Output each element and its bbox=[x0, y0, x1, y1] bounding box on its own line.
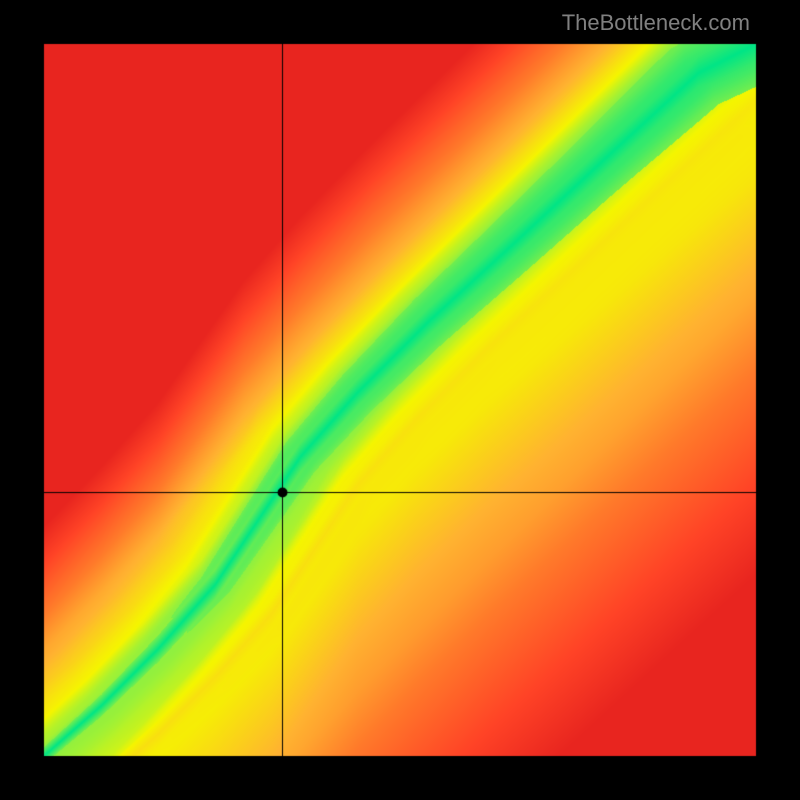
chart-container: TheBottleneck.com bbox=[0, 0, 800, 800]
watermark-text: TheBottleneck.com bbox=[562, 10, 750, 36]
bottleneck-heatmap bbox=[0, 0, 800, 800]
